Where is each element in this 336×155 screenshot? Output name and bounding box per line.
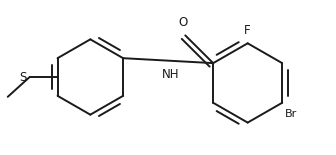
Text: Br: Br bbox=[285, 109, 297, 119]
Text: F: F bbox=[244, 24, 251, 37]
Text: O: O bbox=[179, 16, 188, 29]
Text: NH: NH bbox=[161, 68, 179, 81]
Text: S: S bbox=[19, 71, 27, 84]
